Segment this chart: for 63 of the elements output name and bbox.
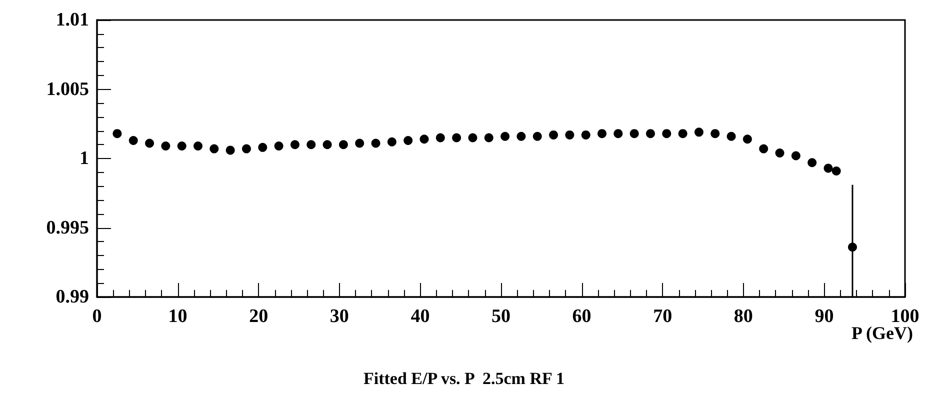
x-tick-label: 60 [572, 306, 592, 327]
point [210, 144, 219, 154]
point [258, 142, 268, 152]
point [290, 140, 300, 150]
point [452, 133, 462, 142]
point [338, 140, 348, 150]
point [824, 164, 833, 173]
x-tick-label: 80 [734, 306, 753, 327]
x-tick-label: 10 [168, 306, 188, 327]
point [306, 140, 316, 150]
point [387, 137, 396, 146]
point [532, 132, 542, 141]
x-tick-label: 20 [249, 306, 268, 327]
point [598, 129, 606, 138]
point [848, 242, 857, 252]
point [614, 129, 623, 138]
point [662, 129, 672, 138]
point [500, 132, 510, 141]
point [404, 136, 413, 145]
point [436, 133, 445, 142]
point [678, 129, 688, 138]
point [322, 140, 332, 150]
y-tick-label: 0.995 [46, 217, 89, 238]
point [274, 142, 284, 151]
point [694, 128, 704, 137]
y-tick-label: 1.005 [46, 78, 89, 100]
point [775, 148, 784, 158]
x-tick-label: 90 [814, 306, 834, 327]
point [371, 138, 380, 148]
x-tick-label: 40 [410, 306, 430, 327]
x-tick-label: 30 [330, 306, 349, 327]
point [808, 158, 817, 168]
point [226, 146, 235, 155]
point [549, 130, 558, 140]
point [468, 133, 478, 142]
y-tick-label: 0.99 [56, 286, 89, 308]
point [710, 129, 720, 138]
y-tick-label: 1 [80, 148, 89, 169]
text: Fitted E/P vs. P 2.5cm RF 1 [364, 369, 564, 388]
point [630, 129, 639, 138]
point [355, 138, 364, 148]
point [759, 144, 768, 154]
x-tick-label: 50 [492, 306, 510, 327]
point [726, 132, 736, 141]
point [128, 136, 138, 145]
point [112, 129, 122, 138]
point [791, 151, 800, 160]
point [742, 134, 752, 144]
point [832, 166, 841, 176]
point [177, 142, 186, 151]
point [484, 133, 494, 142]
x-tick-label: 0 [92, 306, 102, 327]
point [145, 138, 154, 148]
x-tick-label: 70 [653, 306, 672, 327]
y-tick-label: 1.01 [56, 10, 89, 30]
point [161, 142, 170, 151]
point [581, 130, 590, 140]
point [516, 132, 526, 141]
point [565, 130, 574, 140]
point [420, 134, 429, 144]
point [646, 129, 655, 138]
point [242, 144, 251, 154]
point [194, 142, 202, 151]
